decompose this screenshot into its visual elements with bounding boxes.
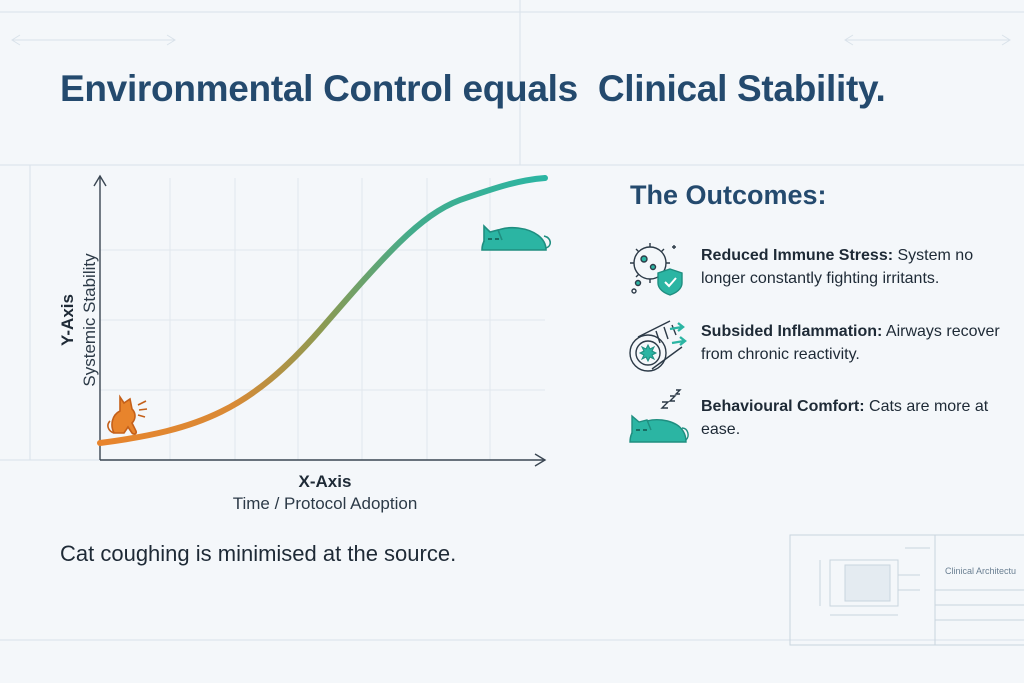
outcome-text: Reduced Immune Stress: System no longer … [701,244,1016,290]
x-axis-title: X-Axis [298,472,352,491]
outcome-description: System no longer constantly fighting irr… [701,247,974,287]
immune-shield-icon [630,243,683,296]
outcome-heading: Reduced Immune Stress: [701,247,894,264]
title-block-drawing [789,534,1024,646]
sleeping-cat-icon [481,224,552,251]
outcomes-title: The Outcomes: [630,180,827,210]
outcome-subsided-inflammation: Subsided Inflammation: Airways recover f… [626,313,1016,383]
outcome-behavioural-comfort: Behavioural Comfort: Cats are more at ea… [626,388,1016,458]
y-axis-title: Y-Axis [58,294,77,346]
sleeping-cat-icon [629,389,689,443]
y-axis-subtitle: Systemic Stability [80,253,99,387]
outcome-description: Airways recover from chronic reactivity. [701,323,1000,363]
y-axis-line [93,174,107,460]
y-axis-labels: Y-Axis Systemic Stability [57,190,107,450]
x-axis-line [100,453,547,467]
chart-caption: Cat coughing is minimised at the source. [60,541,457,566]
airway-icon [629,320,687,372]
title-block-label: Clinical Architectu [945,566,1017,576]
outcome-heading: Behavioural Comfort: [701,398,865,415]
outcome-text: Subsided Inflammation: Airways recover f… [701,320,1016,366]
page-title: Environmental Control equals Clinical St… [60,68,886,109]
x-axis-subtitle: Time / Protocol Adoption [232,494,418,513]
outcome-description: Cats are more at ease. [701,398,989,438]
outcome-reduced-immune-stress: Reduced Immune Stress: System no longer … [626,237,1016,307]
outcome-text: Behavioural Comfort: Cats are more at ea… [701,395,1016,441]
outcome-heading: Subsided Inflammation: [701,323,883,340]
chart-grid [100,178,545,460]
stability-curve [97,175,548,446]
coughing-cat-icon [107,394,148,435]
